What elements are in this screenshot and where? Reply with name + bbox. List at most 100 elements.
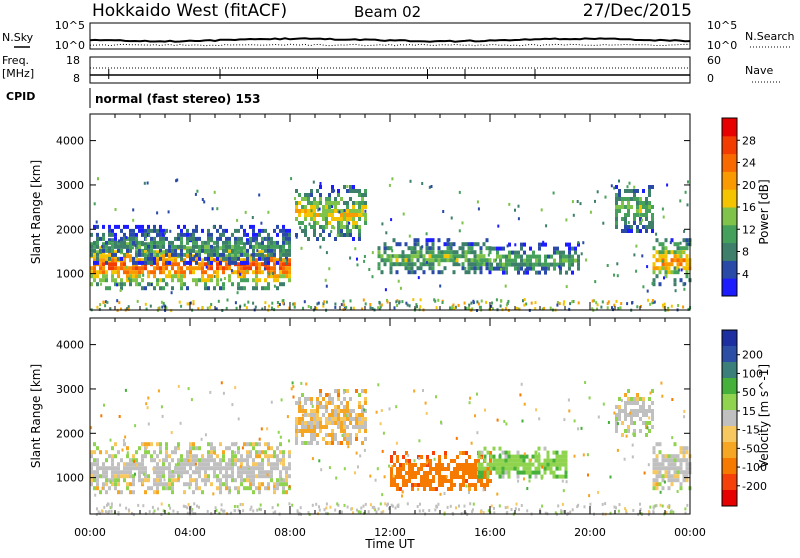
power-cell (577, 266, 580, 271)
velocity-cell (651, 425, 654, 429)
power-cell (267, 244, 270, 249)
power-cell (156, 262, 159, 267)
power-cell (670, 250, 674, 255)
velocity-cell (165, 482, 168, 487)
power-cell (355, 189, 358, 193)
velocity-cell (315, 502, 318, 506)
velocity-cell (391, 504, 394, 508)
velocity-cell (282, 478, 285, 483)
velocity-cell (138, 474, 141, 479)
velocity-cell (334, 405, 337, 409)
power-cell (667, 266, 671, 271)
velocity-cell (117, 462, 120, 467)
velocity-cell (351, 507, 353, 511)
power-cell (500, 267, 502, 271)
power-cell (204, 278, 207, 283)
power-cell (340, 229, 343, 233)
power-cell (514, 266, 517, 271)
velocity-cell (237, 466, 240, 471)
velocity-cell (261, 482, 264, 487)
power-cell (219, 252, 222, 257)
power-cell (237, 270, 240, 275)
velocity-cell (313, 421, 316, 425)
velocity-cell (279, 450, 282, 455)
power-cell (273, 258, 276, 263)
power-cell (604, 195, 607, 199)
power-cell (431, 246, 435, 251)
velocity-cell (222, 458, 225, 463)
power-cell (138, 274, 141, 279)
velocity-cell (459, 487, 462, 491)
velocity-cell (120, 474, 123, 479)
velocity-cell (331, 397, 334, 401)
power-cell (476, 262, 480, 267)
power-cell (99, 262, 102, 267)
power-cell (255, 262, 258, 267)
velocity-cell (134, 424, 137, 428)
velocity-cell (288, 454, 291, 459)
velocity-cell (231, 474, 234, 479)
velocity-cell (177, 462, 180, 467)
velocity-cell (102, 466, 105, 471)
velocity-cell (331, 409, 334, 413)
power-cell (180, 248, 183, 253)
velocity-cell (358, 393, 361, 397)
velocity-cell (474, 483, 477, 487)
velocity-cell (352, 425, 355, 429)
velocity-colorbar-swatch (722, 330, 737, 347)
power-cell (636, 197, 639, 201)
velocity-cell (114, 442, 117, 447)
power-cell (102, 274, 105, 279)
velocity-cell (543, 470, 547, 475)
power-cell (443, 254, 447, 259)
power-cell (183, 224, 186, 229)
power-cell (105, 286, 108, 291)
power-cell (219, 258, 222, 263)
velocity-cell (617, 509, 620, 513)
power-cell (249, 262, 252, 267)
velocity-cell (157, 389, 160, 393)
velocity-cell (126, 466, 129, 471)
power-cell (621, 229, 624, 233)
velocity-cell (349, 437, 352, 441)
velocity-cell (658, 470, 662, 475)
power-cell (422, 262, 426, 267)
freq-right-tick-bottom: 0 (707, 72, 714, 85)
power-cell (246, 278, 249, 283)
velocity-cell (618, 413, 621, 417)
velocity-cell (531, 454, 535, 459)
power-cell (317, 208, 320, 212)
power-cell (346, 229, 349, 233)
power-cell (156, 244, 159, 249)
power-cell (407, 270, 411, 275)
velocity-cell (426, 461, 428, 465)
power-cell (419, 298, 422, 302)
power-cell (288, 248, 291, 253)
power-cell (417, 276, 420, 280)
power-cell (661, 259, 664, 263)
velocity-cell (487, 509, 490, 513)
power-cell (141, 232, 144, 237)
power-cell (288, 228, 291, 233)
power-cell (386, 255, 389, 259)
power-cell (267, 236, 270, 241)
velocity-cell (417, 487, 420, 491)
velocity-cell (153, 450, 156, 455)
velocity-cell (234, 458, 237, 463)
velocity-cell (669, 511, 672, 515)
velocity-cell (477, 462, 481, 467)
power-cell (114, 224, 117, 229)
velocity-cell (144, 450, 147, 455)
power-cell (404, 258, 408, 263)
velocity-cell (639, 409, 642, 413)
velocity-cell (573, 454, 576, 458)
power-cell (627, 197, 630, 201)
power-cell (237, 282, 240, 287)
velocity-cell (355, 417, 358, 421)
power-cell (451, 306, 453, 310)
power-cell (331, 205, 334, 208)
velocity-cell (243, 478, 246, 483)
velocity-cell (652, 505, 655, 509)
power-cell (177, 270, 180, 275)
